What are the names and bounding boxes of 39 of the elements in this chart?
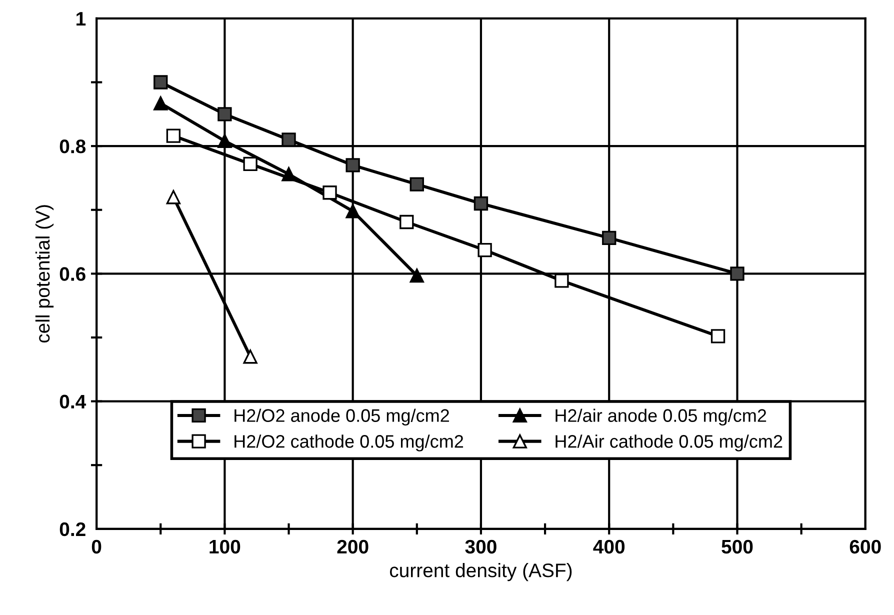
point bbox=[710, 329, 726, 344]
point bbox=[400, 214, 414, 230]
x-tick-label: 400 bbox=[593, 540, 625, 554]
point bbox=[218, 134, 232, 148]
x-tick-label: 600 bbox=[850, 540, 881, 554]
x-tick-label: 0 bbox=[92, 540, 102, 554]
point bbox=[478, 242, 492, 258]
point bbox=[154, 96, 168, 110]
x-axis-title: current density (ASF) bbox=[390, 563, 572, 582]
point bbox=[410, 177, 424, 192]
y-axis-title: cell potential (V) bbox=[35, 205, 54, 343]
point bbox=[410, 268, 424, 283]
point bbox=[154, 75, 168, 90]
point bbox=[730, 266, 744, 281]
y-tick-label: 0.6 bbox=[60, 267, 86, 281]
point bbox=[554, 274, 569, 288]
point bbox=[346, 204, 360, 218]
point bbox=[218, 107, 232, 122]
legend-label: H2/O2 cathode 0.05 mg/cm2 bbox=[234, 434, 464, 452]
point bbox=[322, 186, 337, 200]
point bbox=[474, 196, 488, 211]
point bbox=[602, 230, 616, 246]
point bbox=[243, 350, 258, 364]
y-tick-label: 0.8 bbox=[60, 140, 86, 154]
x-tick-label: 200 bbox=[337, 540, 368, 554]
point bbox=[243, 156, 258, 172]
x-tick-label: 500 bbox=[722, 540, 753, 554]
point bbox=[282, 132, 296, 147]
point bbox=[166, 128, 181, 143]
legend-label: H2/Air cathode 0.05 mg/cm2 bbox=[556, 434, 782, 452]
legend-label: H2/O2 anode 0.05 mg/cm2 bbox=[234, 408, 449, 426]
x-tick-label: 300 bbox=[465, 540, 496, 554]
y-tick-label: 0.4 bbox=[60, 394, 86, 409]
y-tick-label: 1 bbox=[76, 12, 86, 26]
point bbox=[166, 190, 181, 204]
point bbox=[346, 158, 360, 172]
x-tick-label: 100 bbox=[210, 540, 240, 554]
legend-label: H2/air anode 0.05 mg/cm2 bbox=[556, 408, 766, 426]
y-tick-label: 0.2 bbox=[60, 522, 86, 536]
